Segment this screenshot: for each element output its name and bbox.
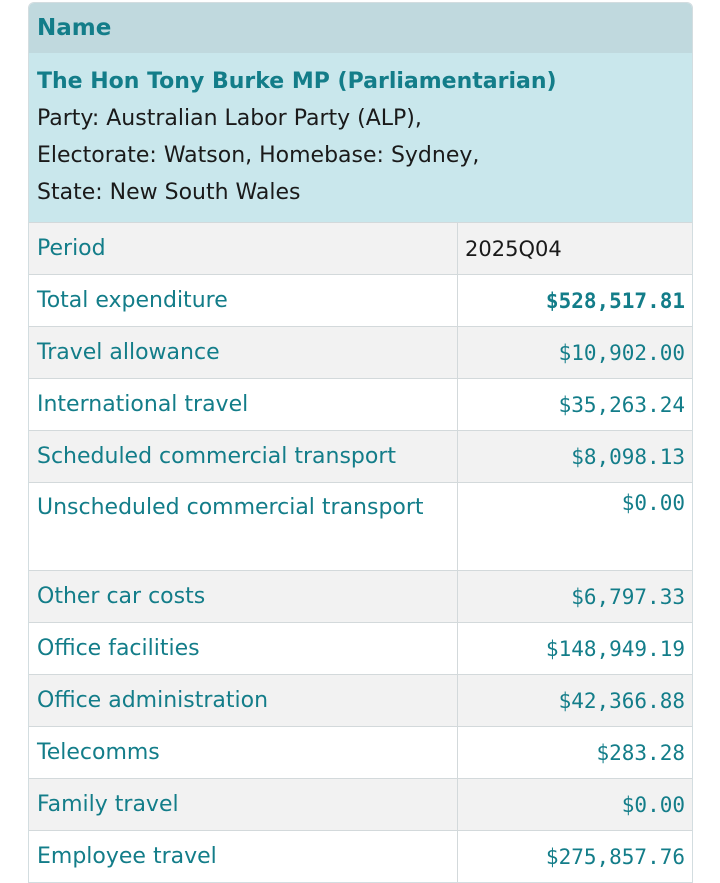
row-value: $6,797.33	[571, 584, 685, 609]
table-row-unscheduled-commercial-transport: Unscheduled commercial transport $0.00	[29, 482, 692, 570]
member-state: State: New South Wales	[37, 180, 301, 205]
member-info-cell: The Hon Tony Burke MP (Parliamentarian) …	[29, 53, 692, 222]
row-value: $35,263.24	[558, 392, 685, 417]
row-label: Unscheduled commercial transport	[29, 483, 458, 570]
table-row-office-administration: Office administration $42,366.88	[29, 674, 692, 726]
member-party: Party: Australian Labor Party (ALP),	[37, 106, 422, 131]
row-label: Scheduled commercial transport	[29, 431, 458, 482]
member-name: The Hon Tony Burke MP (Parliamentarian)	[37, 69, 557, 94]
row-value: $528,517.81	[545, 288, 685, 313]
row-value: $0.00	[621, 491, 685, 515]
name-column-header: Name	[29, 3, 692, 53]
row-value: $10,902.00	[558, 340, 685, 365]
row-value: $42,366.88	[558, 688, 685, 713]
row-label: Period	[29, 223, 458, 274]
table-row-period: Period 2025Q04	[29, 222, 692, 274]
row-label: Other car costs	[29, 571, 458, 622]
row-label: Travel allowance	[29, 327, 458, 378]
row-label: Family travel	[29, 779, 458, 830]
table-row-scheduled-commercial-transport: Scheduled commercial transport $8,098.13	[29, 430, 692, 482]
row-value: $283.28	[596, 740, 685, 765]
member-electorate-homebase: Electorate: Watson, Homebase: Sydney,	[37, 143, 480, 168]
row-value: $0.00	[621, 792, 685, 817]
table-row-travel-allowance: Travel allowance $10,902.00	[29, 326, 692, 378]
table-row-international-travel: International travel $35,263.24	[29, 378, 692, 430]
expenditure-table: Name The Hon Tony Burke MP (Parliamentar…	[28, 2, 693, 883]
row-value: $275,857.76	[545, 844, 685, 869]
table-row-other-car-costs: Other car costs $6,797.33	[29, 570, 692, 622]
row-label: International travel	[29, 379, 458, 430]
row-label: Employee travel	[29, 831, 458, 882]
row-value: $148,949.19	[545, 636, 685, 661]
row-label: Telecomms	[29, 727, 458, 778]
table-row-employee-travel: Employee travel $275,857.76	[29, 830, 692, 882]
row-value: 2025Q04	[465, 236, 562, 261]
row-label: Office administration	[29, 675, 458, 726]
row-label: Office facilities	[29, 623, 458, 674]
table-row-total-expenditure: Total expenditure $528,517.81	[29, 274, 692, 326]
row-label: Total expenditure	[29, 275, 458, 326]
table-row-telecomms: Telecomms $283.28	[29, 726, 692, 778]
table-row-office-facilities: Office facilities $148,949.19	[29, 622, 692, 674]
row-value: $8,098.13	[571, 444, 685, 469]
table-row-family-travel: Family travel $0.00	[29, 778, 692, 830]
